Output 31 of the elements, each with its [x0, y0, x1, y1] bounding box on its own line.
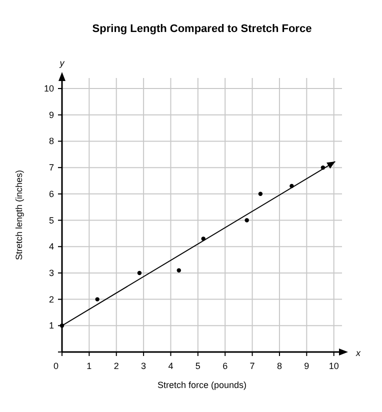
- y-tick-label: 5: [48, 215, 54, 226]
- x-tick-label: 9: [304, 361, 310, 371]
- point: [137, 270, 142, 276]
- y-tick-label: 9: [48, 110, 54, 120]
- y-tick-label: 2: [48, 294, 54, 304]
- point: [244, 218, 249, 222]
- x-tick-label: 4: [168, 361, 174, 371]
- x-axis-title: Stretch force (pounds): [157, 380, 247, 390]
- x-tick-label: 6: [222, 361, 228, 371]
- y-tick-label: 3: [48, 268, 54, 278]
- y-tick-label: 10: [44, 84, 54, 94]
- y-tick-label: 7: [48, 162, 54, 173]
- text: x: [355, 348, 361, 358]
- x-tick-label: 8: [276, 361, 282, 371]
- y-tick-label: 4: [48, 242, 54, 252]
- x-tick-label: 5: [195, 361, 200, 371]
- point: [95, 297, 100, 302]
- x-tick-label: 0: [53, 361, 59, 371]
- chart-title: Spring Length Compared to Stretch Force: [92, 23, 312, 35]
- y-axis-title: Stretch length (inches): [14, 170, 24, 260]
- point: [258, 192, 263, 196]
- x-tick-label: 7: [250, 361, 255, 371]
- x-tick-label: 1: [86, 361, 92, 371]
- y-tick-label: 8: [48, 136, 54, 146]
- y-tick-label: 1: [48, 320, 54, 331]
- x-tick-label: 2: [114, 361, 119, 371]
- x-tick-label: 3: [141, 361, 146, 371]
- y-tick-label: 6: [48, 188, 54, 199]
- x-tick-label: 10: [328, 361, 339, 371]
- point: [176, 268, 182, 272]
- text: y: [58, 58, 65, 68]
